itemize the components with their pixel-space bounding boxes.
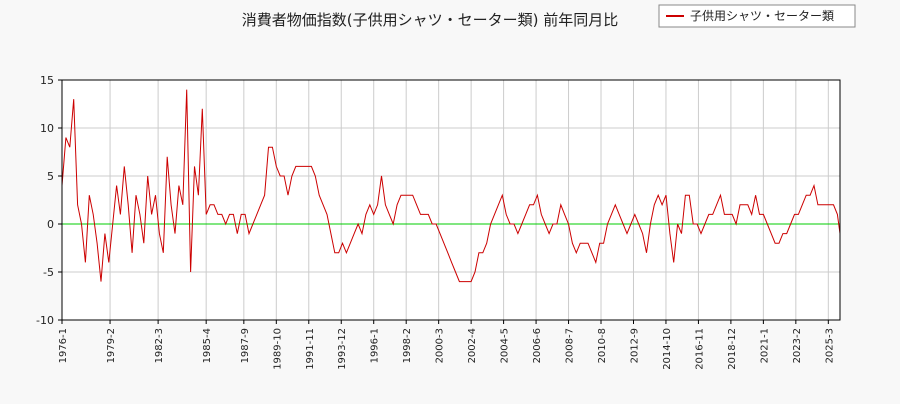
x-tick-label: 1993-12: [337, 328, 348, 370]
legend: 子供用シャツ・セーター類: [658, 4, 856, 28]
plot-area: -10 -5 0 5 10 15 1976-1 1979-2 1982-3 1985-4 1987-…: [36, 74, 841, 370]
legend-box: [658, 4, 856, 28]
x-tick-label: 1985-4: [202, 328, 213, 363]
x-tick-label: 1987-9: [240, 328, 251, 363]
y-tick-label: 10: [40, 122, 54, 135]
plot-border: [61, 79, 841, 321]
x-tick-label: 2008-7: [565, 328, 576, 363]
y-tick-label: 5: [47, 170, 54, 183]
x-tick-label: 1998-2: [402, 328, 413, 363]
x-tick-label: 2021-1: [759, 328, 770, 363]
x-tick-label: 1979-2: [106, 328, 117, 363]
y-tick-label: 0: [47, 218, 54, 231]
chart-title: 消費者物価指数(子供用シャツ・セーター類) 前年同月比: [242, 11, 618, 29]
x-tick-label: 2014-10: [662, 328, 673, 370]
x-tick-label: 2025-3: [824, 328, 835, 363]
x-tick-label: 2018-12: [727, 328, 738, 370]
x-tick-label: 1996-1: [370, 328, 381, 363]
y-tick-label: -5: [43, 266, 54, 279]
legend-label: 子供用シャツ・セーター類: [690, 9, 834, 23]
series-line: [61, 89, 841, 283]
plot-frame: [61, 79, 841, 321]
x-tick-label: 2010-8: [597, 328, 608, 363]
x-tick-label: 2012-9: [629, 328, 640, 363]
x-tick-label: 2006-6: [532, 328, 543, 363]
x-tick-label: 1991-11: [305, 328, 316, 370]
x-tick-label: 2016-11: [694, 328, 705, 370]
y-tick-label: 15: [40, 74, 54, 87]
x-tick-label: 2002-4: [467, 328, 478, 363]
y-tick-label: -10: [36, 314, 54, 327]
x-tick-label: 1976-1: [58, 328, 69, 363]
x-tick-label: 1989-10: [272, 328, 283, 370]
x-tick-label: 2004-5: [500, 328, 511, 363]
x-tick-label: 2023-2: [792, 328, 803, 363]
x-tick-label: 2000-3: [435, 328, 446, 363]
x-tick-label: 1982-3: [154, 328, 165, 363]
